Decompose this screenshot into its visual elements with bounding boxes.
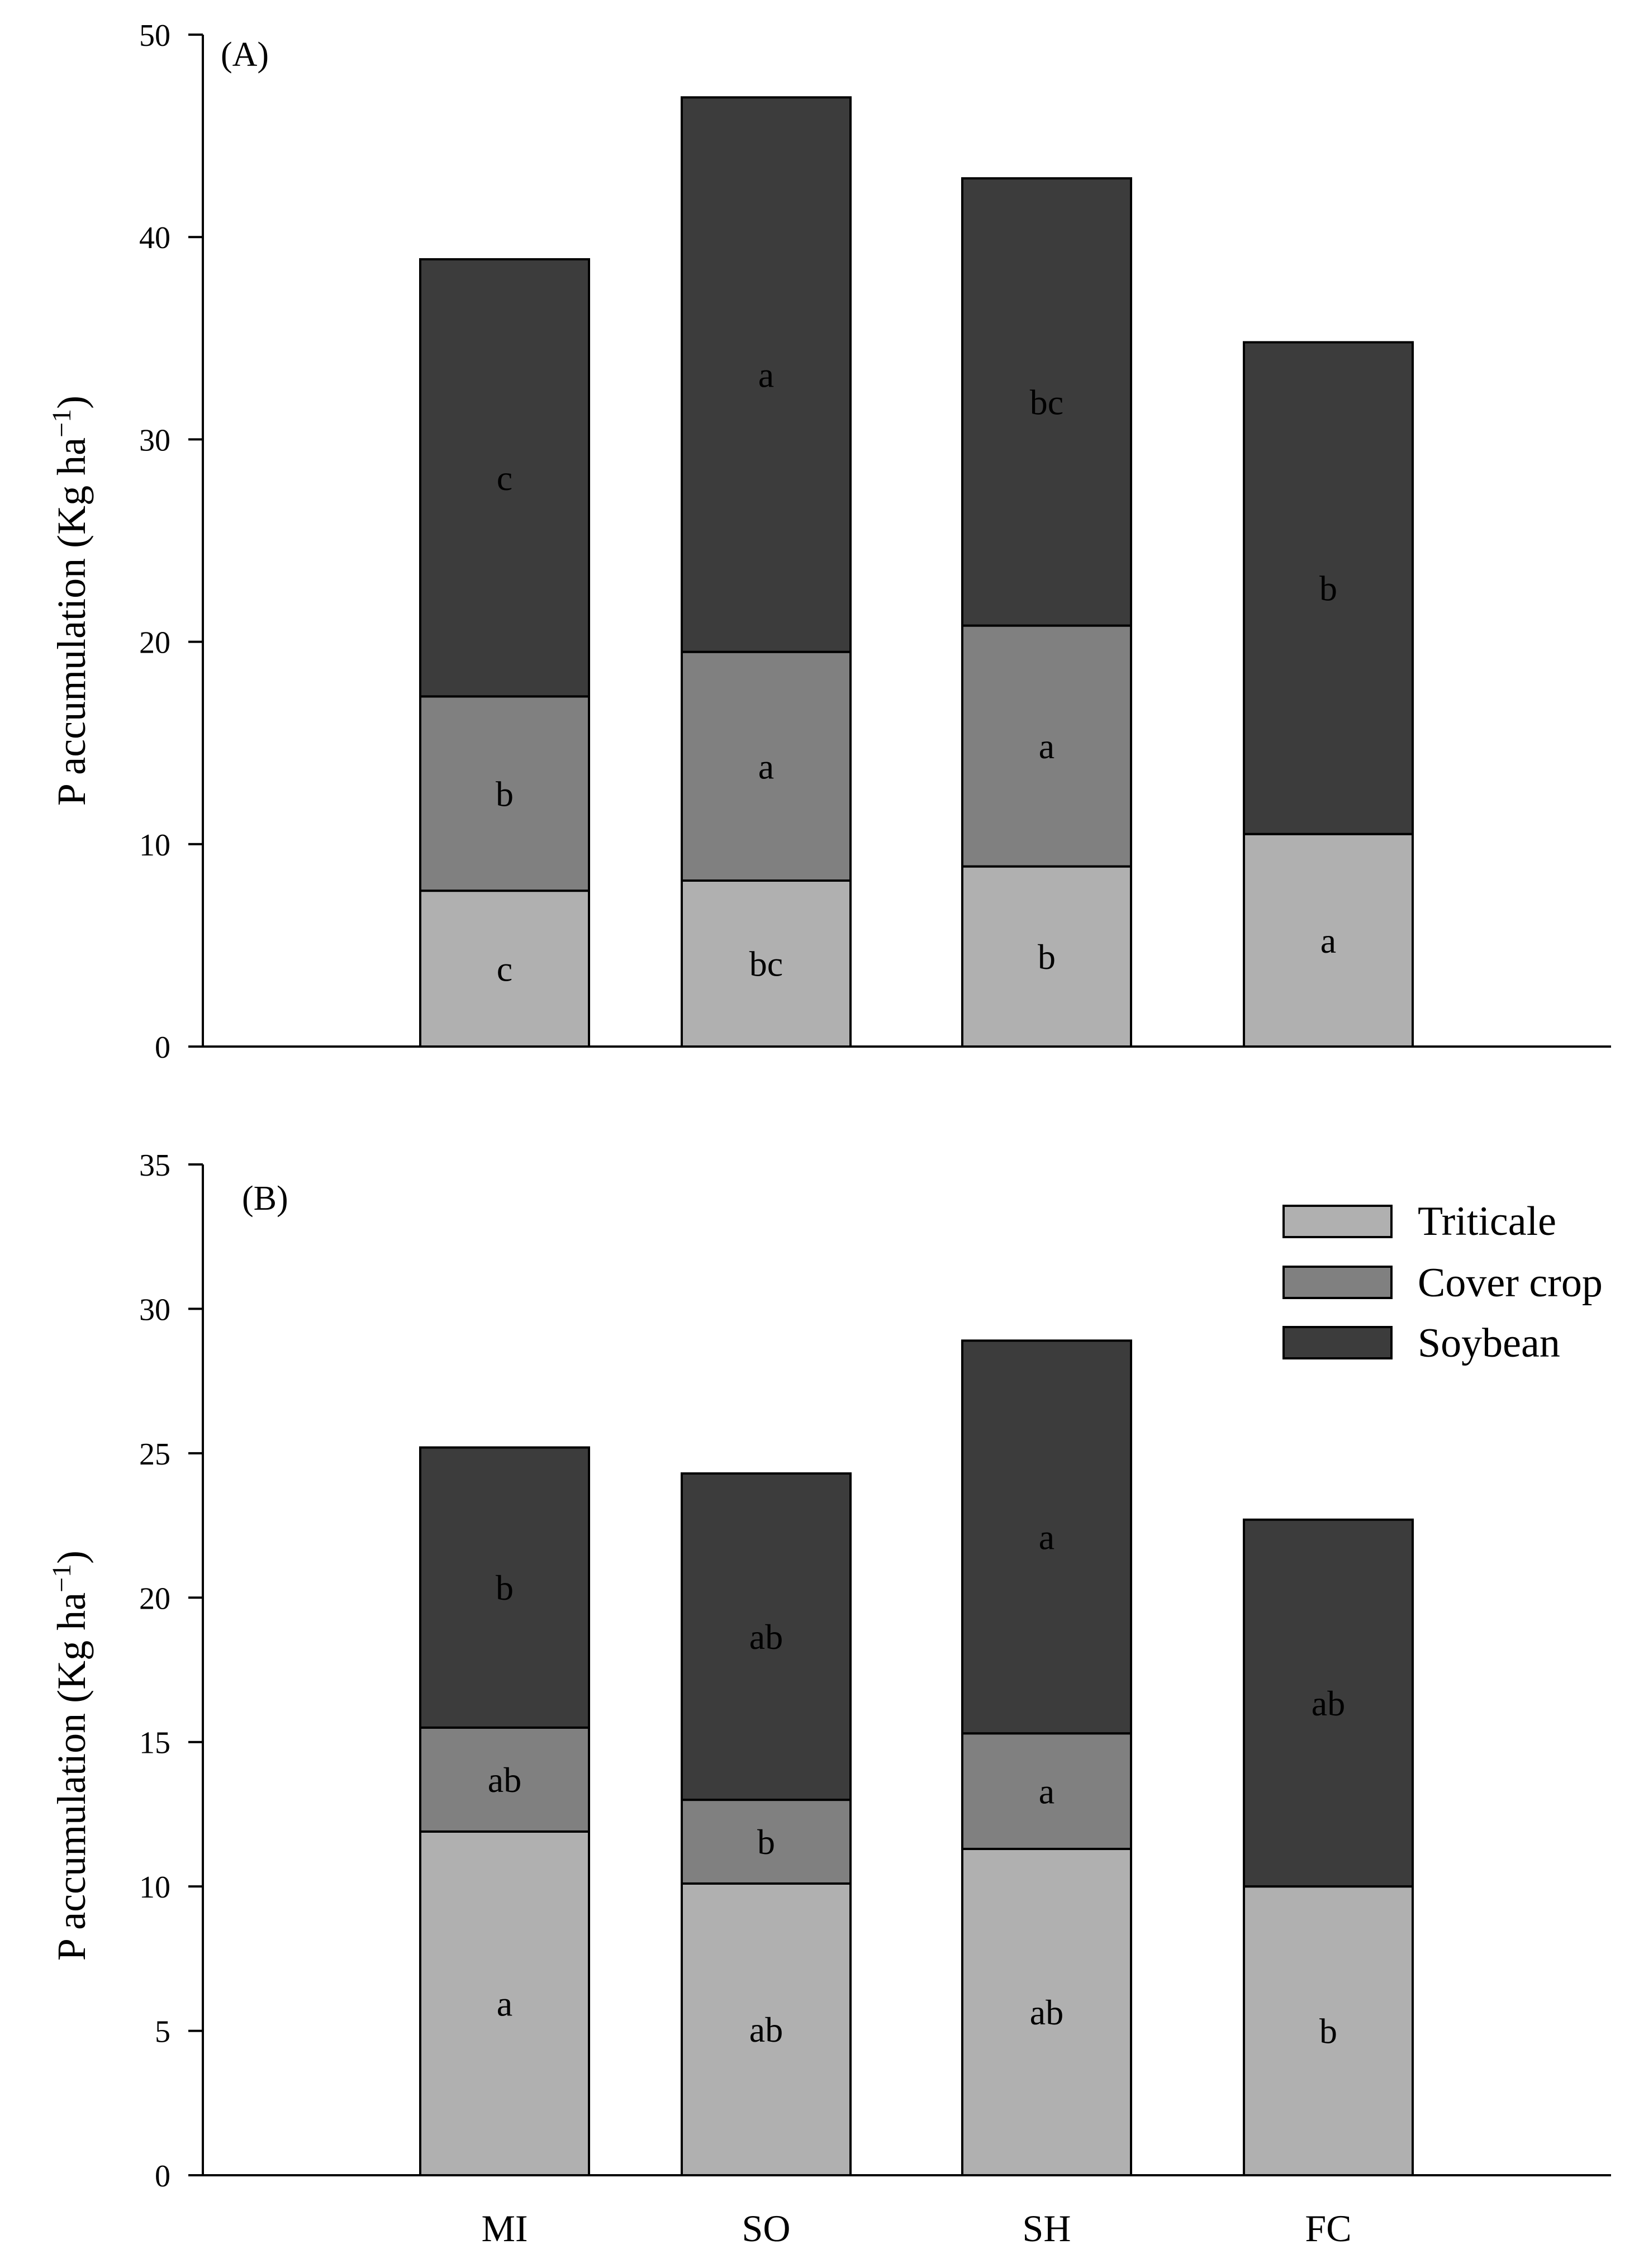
panel-a-bar-sh-cover-crop [961,624,1132,868]
panel-a-y-tick-label-0: 0 [155,1030,170,1065]
panel-b-y-tick-label-25: 25 [139,1437,170,1472]
panel-a-axes [202,35,1611,1048]
panel-a-sig-label-mi-triticale: c [497,949,512,989]
panel-a-bar-fc-soybean [1243,341,1414,835]
panel-b-sig-label-so-triticale: ab [749,2010,783,2050]
panel-a-label: (A) [221,36,269,74]
panel-b-sig-label-sh-soybean: a [1039,1518,1054,1557]
panel-b: P accumulation (Kg ha−1) (B) aabbabbabab… [47,1148,1611,2250]
panel-a-y-tick-label-10: 10 [139,828,170,863]
panel-a-sig-label-fc-soybean: b [1319,569,1337,608]
panel-a-y-tick-label-40: 40 [139,221,170,255]
panel-b-sig-label-fc-soybean: ab [1312,1684,1345,1723]
panel-a-sig-label-so-cover-crop: a [758,747,774,786]
panel-b-y-tick-label-20: 20 [139,1581,170,1616]
panel-a-sig-label-fc-triticale: a [1320,921,1336,961]
panel-b-bar-fc-soybean [1243,1518,1414,1888]
panel-a-bar-so-soybean [681,96,852,653]
panel-b-bar-sh-cover-crop [961,1732,1132,1850]
panel-b-y-tick-label-10: 10 [139,1870,170,1905]
panel-b-y-tick-label-30: 30 [139,1292,170,1327]
panel-b-category-label-mi: MI [481,2207,528,2250]
legend-swatch-triticale [1282,1205,1393,1238]
panel-b-bar-so-soybean [681,1472,852,1801]
panel-a-sig-label-mi-cover-crop: b [496,774,514,814]
panel-a-bars [419,96,1414,1048]
panel-b-bar-sh-triticale [961,1847,1132,2176]
panel-a-sig-label-sh-soybean: bc [1030,382,1063,422]
panel-a-sig-label-so-soybean: a [758,355,774,394]
panel-b-sig-label-so-cover-crop: b [757,1822,775,1862]
panel-b-sig-label-mi-triticale: a [497,1984,512,2023]
legend-label-soybean: Soybean [1418,1320,1560,1366]
panel-a-sig-label-sh-triticale: b [1038,937,1056,977]
panel-a-y-tick-label-20: 20 [139,626,170,660]
panel-b-sig-label-mi-soybean: b [496,1568,514,1608]
panel-b-bar-fc-triticale [1243,1885,1414,2176]
panel-a-bar-so-cover-crop [681,650,852,882]
panel-a-y-tick-label-50: 50 [139,18,170,53]
panel-b-y-ticks: 0 5 10 15 20 25 30 35 [139,1148,203,2194]
panel-b-sig-label-so-soybean: ab [749,1617,783,1657]
panel-a-y-axis-title: P accumulation (Kg ha−1) [47,396,94,806]
panel-b-bar-mi-cover-crop [419,1726,590,1833]
panel-a-bar-mi-triticale [419,890,590,1048]
panel-a-bar-fc-triticale [1243,833,1414,1048]
panel-b-bar-sh-soybean [961,1339,1132,1735]
panel-b-y-tick-label-35: 35 [139,1148,170,1183]
panel-b-bar-mi-triticale [419,1830,590,2176]
panel-b-y-tick-label-15: 15 [139,1726,170,1761]
panel-b-label: (B) [242,1180,288,1218]
panel-b-category-label-sh: SH [1023,2207,1071,2250]
panel-b-axes [202,1164,1611,2176]
panel-b-bar-so-triticale [681,1882,852,2177]
panel-a-y-tick-label-30: 30 [139,423,170,458]
panel-a-sig-label-so-triticale: bc [749,944,783,983]
panel-b-y-tick-label-0: 0 [155,2159,170,2194]
panel-a-bar-mi-soybean [419,258,590,698]
legend-swatch-soybean [1282,1326,1393,1359]
panel-a-y-ticks: 0 10 20 30 40 50 [139,18,203,1065]
panel-a-sig-label-sh-cover-crop: a [1039,726,1054,766]
panel-b-category-labels: MI SO SH FC [481,2207,1351,2250]
panel-b-sig-label-sh-cover-crop: a [1039,1772,1054,1811]
panel-a-sig-label-mi-soybean: c [497,458,512,498]
legend-label-triticale: Triticale [1418,1199,1556,1244]
panel-a-bar-mi-cover-crop [419,695,590,892]
panel-a-bar-sh-soybean [961,177,1132,627]
panel-b-bar-mi-soybean [419,1446,590,1729]
legend-label-cover-crop: Cover crop [1418,1260,1603,1306]
panel-b-category-label-fc: FC [1305,2207,1351,2250]
panel-b-sig-label-fc-triticale: b [1319,2012,1337,2051]
panel-b-y-tick-label-5: 5 [155,2015,170,2050]
panel-a-bar-so-triticale [681,879,852,1048]
panel-b-category-label-so: SO [742,2207,791,2250]
legend: Triticale Cover crop Soybean [1282,1199,1603,1366]
panel-b-bars [419,1339,1414,2177]
legend-swatch-cover-crop [1282,1266,1393,1299]
panel-b-sig-label-mi-cover-crop: ab [488,1760,521,1800]
panel-b-sig-label-sh-triticale: ab [1030,1993,1063,2032]
panel-a: P accumulation (Kg ha−1) (A) cbcbcaababc… [47,18,1611,1065]
panel-b-y-axis-title: P accumulation (Kg ha−1) [47,1551,94,1961]
